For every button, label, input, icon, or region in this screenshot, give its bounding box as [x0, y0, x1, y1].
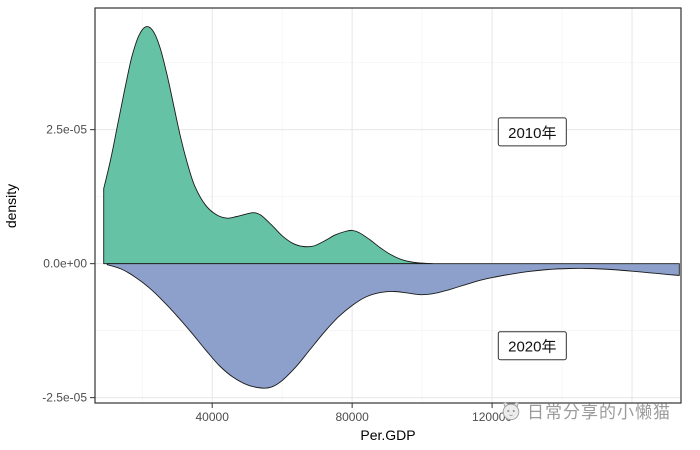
annotation-label-2010年: 2010年 — [508, 125, 556, 142]
y-tick-label: 0.0e+00 — [43, 257, 87, 271]
cat-face-icon — [502, 401, 520, 420]
annotation-box-2010年 — [497, 117, 567, 147]
y-tick-label: 2.5e-05 — [46, 123, 87, 137]
y-axis-title: density — [3, 184, 19, 228]
annotation-box-2020年 — [497, 331, 567, 361]
panel-border — [94, 7, 682, 404]
density-area-2020年 — [106, 263, 680, 389]
year-labels: 2010年 2020年 — [497, 117, 567, 361]
x-tick-label: 80000 — [335, 410, 369, 424]
x-axis-title: Per.GDP — [360, 427, 415, 443]
watermark-text: 日常分享的小懒猫 — [527, 403, 671, 422]
density-areas — [103, 26, 680, 389]
x-tick-label: 120000 — [472, 410, 512, 424]
y-tick-label: -2.5e-05 — [42, 391, 87, 405]
x-tick-label: 40000 — [196, 410, 230, 424]
axis-tick-labels: 40000 80000 120000 2.5e-05 0.0e+00 -2.5e-05 — [42, 123, 512, 424]
density-area-2010年 — [103, 26, 434, 265]
watermark: 日常分享的小懒猫 — [500, 398, 671, 423]
annotation-label-2020年: 2020年 — [508, 339, 556, 356]
panel-border-rect — [94, 7, 682, 404]
axis-ticks — [90, 129, 493, 408]
major-gridlines — [95, 8, 681, 403]
